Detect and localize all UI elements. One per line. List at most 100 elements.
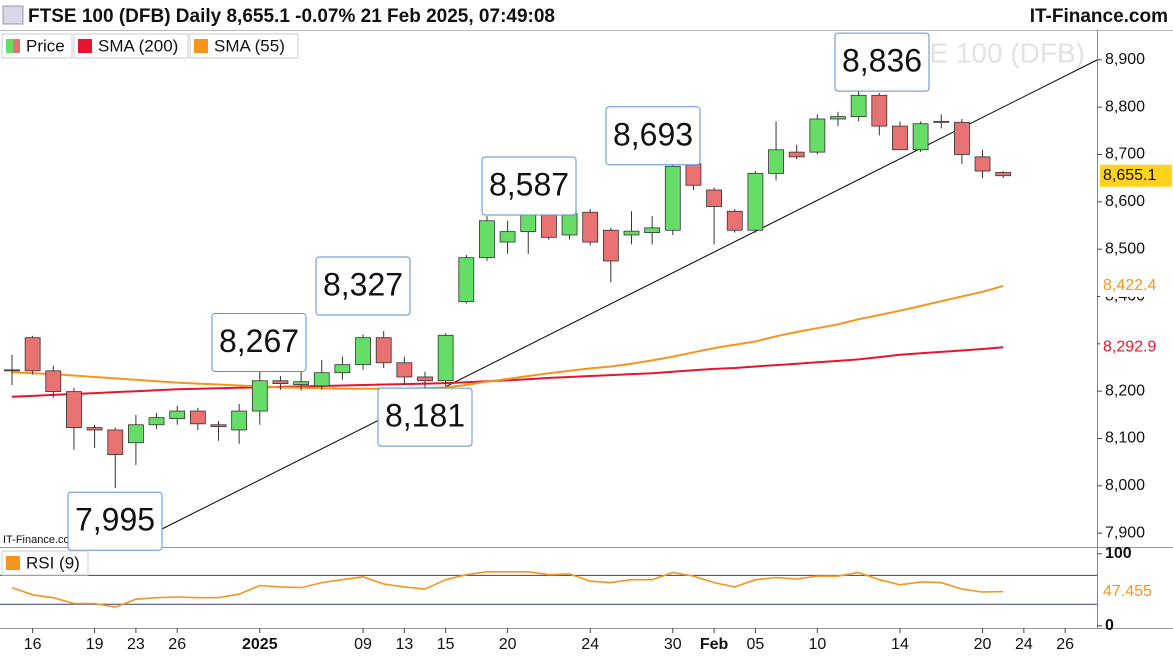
candle-body <box>644 227 661 233</box>
candle-body <box>107 429 124 455</box>
candle-body <box>850 94 867 118</box>
candle-body <box>995 172 1012 177</box>
last-value-label: 8,292.9 <box>1103 338 1156 355</box>
candle-body <box>355 337 371 366</box>
candle-body <box>541 213 557 238</box>
candle-body <box>974 156 991 172</box>
trend-line <box>127 59 1098 547</box>
candle-body <box>417 376 433 382</box>
y-tick-label: 0 <box>1105 617 1114 634</box>
header-title: FTSE 100 (DFB) Daily 8,655.1 -0.07% 21 F… <box>28 6 555 27</box>
last-value-box <box>1100 336 1172 359</box>
candle-body <box>189 410 206 425</box>
legend-swatch <box>78 39 92 53</box>
annotation-label: 8,587 <box>489 166 569 202</box>
candle-body <box>148 417 165 426</box>
annotation-label: 8,267 <box>219 323 299 359</box>
candle-body <box>623 230 640 236</box>
last-value-label: 47.455 <box>1103 583 1152 600</box>
x-tick-label: 20 <box>499 636 517 653</box>
candle-body <box>375 337 392 364</box>
candle-body <box>272 380 289 384</box>
candle-body <box>293 381 310 385</box>
candle-body <box>706 189 722 207</box>
x-tick-label: 24 <box>581 636 599 653</box>
y-tick-label: 8,900 <box>1105 51 1145 68</box>
y-tick-label: 8,700 <box>1105 146 1145 163</box>
last-value-box <box>1100 274 1172 297</box>
candle-body <box>313 372 330 387</box>
annotation-label: 8,693 <box>613 116 693 152</box>
y-tick-label: 7,900 <box>1105 524 1145 541</box>
candle-body <box>747 173 764 231</box>
candle-body <box>582 211 599 243</box>
annotation-box <box>211 312 307 372</box>
candle-body <box>726 210 743 231</box>
candle-body <box>458 257 475 303</box>
candle-body <box>768 149 784 174</box>
legend-box <box>73 33 189 59</box>
annotation-box <box>605 106 701 166</box>
legend-label: Price <box>26 36 65 55</box>
candle-body <box>231 410 248 431</box>
candle-body <box>479 220 495 259</box>
candle-body <box>561 213 578 236</box>
last-price-box <box>1100 164 1172 187</box>
legend-label: SMA (55) <box>214 36 285 55</box>
x-tick-label: 24 <box>1015 636 1033 653</box>
candle-body <box>437 334 454 382</box>
candle-body <box>251 380 268 412</box>
x-tick-label: 26 <box>168 636 186 653</box>
x-tick-label: 19 <box>86 636 104 653</box>
candle-body <box>210 424 227 428</box>
y-tick-label: 8,200 <box>1105 382 1145 399</box>
candle-body <box>127 424 144 444</box>
candle-body <box>602 229 619 262</box>
candle-body <box>809 118 826 153</box>
series-line <box>11 571 1004 608</box>
x-tick-label: 30 <box>664 636 682 653</box>
logo-icon <box>2 5 24 25</box>
legend-swatch <box>194 39 208 53</box>
candle-body <box>520 213 537 233</box>
annotation-label: 8,836 <box>842 43 922 79</box>
x-tick-label: 10 <box>808 636 826 653</box>
candle-body <box>788 151 805 158</box>
candle-body <box>933 120 950 123</box>
legend: Price SMA (200) SMA (55) RSI (9) <box>1 33 299 576</box>
candle-body <box>66 391 82 429</box>
candle-body <box>499 231 516 243</box>
legend-swatch <box>6 556 20 570</box>
annotation-box <box>315 256 411 316</box>
series-line <box>11 346 1004 398</box>
x-tick-label: 23 <box>127 636 145 653</box>
x-tick-label: 16 <box>24 636 42 653</box>
x-tick-label: 26 <box>1056 636 1074 653</box>
last-value-label: 8,422.4 <box>1103 277 1156 294</box>
x-tick-label: 2025 <box>242 636 278 653</box>
candle-body <box>892 125 908 151</box>
candle-body <box>685 163 702 186</box>
x-tick-label: 13 <box>395 636 413 653</box>
y-tick-label: 8,100 <box>1105 430 1145 447</box>
candle-body <box>396 362 413 378</box>
source-label: IT-Finance.com <box>3 534 79 546</box>
x-tick-label: 20 <box>974 636 992 653</box>
y-tick-label: 8,000 <box>1105 477 1145 494</box>
candle-body <box>334 364 351 374</box>
last-value-box <box>1100 580 1172 603</box>
candle-body <box>830 116 846 120</box>
annotation-label: 8,327 <box>323 267 403 303</box>
candle-body <box>24 337 41 372</box>
candle-body <box>912 123 929 151</box>
annotation-box <box>377 387 473 447</box>
x-tick-label: 05 <box>747 636 765 653</box>
legend-swatch <box>13 39 20 53</box>
annotation-label: 8,181 <box>385 398 465 434</box>
candle-body <box>86 427 103 431</box>
candle-body <box>954 121 970 155</box>
brand: IT-Finance.com <box>1030 6 1168 27</box>
legend-label: SMA (200) <box>98 36 178 55</box>
